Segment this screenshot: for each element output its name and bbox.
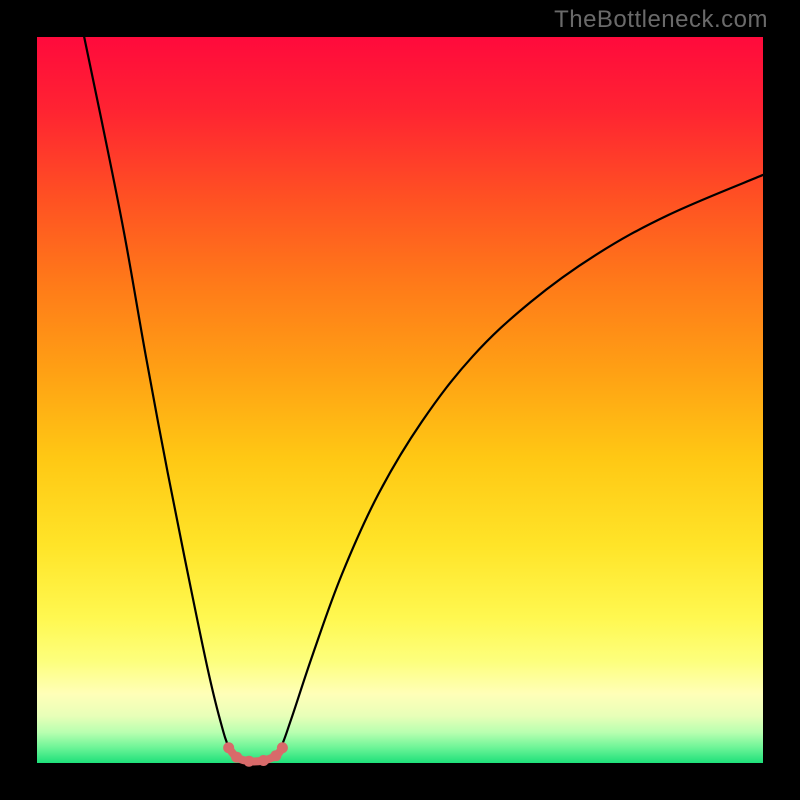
canvas: TheBottleneck.com (0, 0, 800, 800)
bottleneck-curve (84, 37, 763, 762)
trough-marker-dot (243, 756, 254, 767)
curve-layer (0, 0, 800, 800)
watermark-text: TheBottleneck.com (554, 6, 768, 34)
trough-marker-dot (223, 742, 234, 753)
trough-marker-dot (231, 752, 242, 763)
trough-marker-dot (258, 755, 269, 766)
trough-marker-dot (277, 742, 288, 753)
